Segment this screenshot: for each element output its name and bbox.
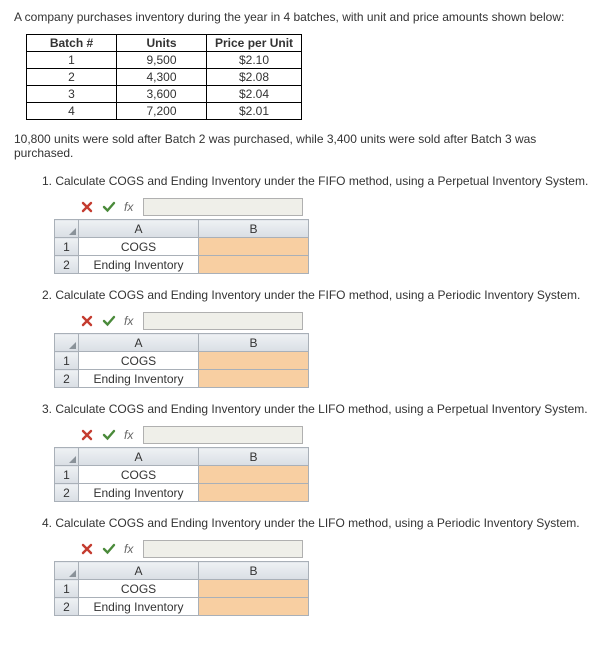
cell-b1[interactable] — [199, 352, 309, 370]
select-all-corner[interactable] — [55, 448, 79, 466]
batch-cell: 3 — [27, 86, 117, 103]
after-text: 10,800 units were sold after Batch 2 was… — [14, 132, 589, 160]
spreadsheet-4: fx A B 1 COGS 2 Ending Inventory — [54, 540, 589, 616]
row-header-1[interactable]: 1 — [55, 238, 79, 256]
row-header-2[interactable]: 2 — [55, 256, 79, 274]
col-header-a[interactable]: A — [79, 448, 199, 466]
cell-a2[interactable]: Ending Inventory — [79, 484, 199, 502]
row-header-2[interactable]: 2 — [55, 484, 79, 502]
batch-cell: 3,600 — [117, 86, 207, 103]
cell-b1[interactable] — [199, 466, 309, 484]
formula-input[interactable] — [143, 426, 303, 444]
confirm-icon[interactable] — [100, 199, 118, 215]
spreadsheet-grid[interactable]: A B 1 COGS 2 Ending Inventory — [54, 447, 309, 502]
fx-label: fx — [122, 428, 135, 442]
batch-cell: $2.04 — [207, 86, 302, 103]
cell-a1[interactable]: COGS — [79, 466, 199, 484]
batch-th-2: Price per Unit — [207, 35, 302, 52]
batch-th-1: Units — [117, 35, 207, 52]
spreadsheet-grid[interactable]: A B 1 COGS 2 Ending Inventory — [54, 333, 309, 388]
cell-b1[interactable] — [199, 580, 309, 598]
batch-cell: $2.01 — [207, 103, 302, 120]
batch-cell: 2 — [27, 69, 117, 86]
select-all-corner[interactable] — [55, 220, 79, 238]
question-3-text: 3. Calculate COGS and Ending Inventory u… — [42, 402, 589, 416]
fx-label: fx — [122, 200, 135, 214]
row-header-2[interactable]: 2 — [55, 370, 79, 388]
cell-a2[interactable]: Ending Inventory — [79, 598, 199, 616]
spreadsheet-grid[interactable]: A B 1 COGS 2 Ending Inventory — [54, 561, 309, 616]
batch-cell: 7,200 — [117, 103, 207, 120]
confirm-icon[interactable] — [100, 313, 118, 329]
cell-a1[interactable]: COGS — [79, 580, 199, 598]
question-2-text: 2. Calculate COGS and Ending Inventory u… — [42, 288, 589, 302]
batch-cell: 4,300 — [117, 69, 207, 86]
cell-b2[interactable] — [199, 484, 309, 502]
cancel-icon[interactable] — [78, 313, 96, 329]
col-header-a[interactable]: A — [79, 334, 199, 352]
fx-label: fx — [122, 542, 135, 556]
spreadsheet-3: fx A B 1 COGS 2 Ending Inventory — [54, 426, 589, 502]
batch-cell: 1 — [27, 52, 117, 69]
col-header-b[interactable]: B — [199, 562, 309, 580]
cancel-icon[interactable] — [78, 199, 96, 215]
select-all-corner[interactable] — [55, 334, 79, 352]
cell-b1[interactable] — [199, 238, 309, 256]
batch-table: Batch # Units Price per Unit 19,500$2.10… — [26, 34, 302, 120]
cell-b2[interactable] — [199, 598, 309, 616]
select-all-corner[interactable] — [55, 562, 79, 580]
row-header-1[interactable]: 1 — [55, 466, 79, 484]
spreadsheet-2: fx A B 1 COGS 2 Ending Inventory — [54, 312, 589, 388]
batch-cell: $2.08 — [207, 69, 302, 86]
confirm-icon[interactable] — [100, 541, 118, 557]
cell-b2[interactable] — [199, 256, 309, 274]
cancel-icon[interactable] — [78, 427, 96, 443]
cell-a1[interactable]: COGS — [79, 352, 199, 370]
batch-cell: 9,500 — [117, 52, 207, 69]
col-header-b[interactable]: B — [199, 334, 309, 352]
formula-input[interactable] — [143, 198, 303, 216]
spreadsheet-grid[interactable]: A B 1 COGS 2 Ending Inventory — [54, 219, 309, 274]
spreadsheet-1: fx A B 1 COGS 2 Ending Inventory — [54, 198, 589, 274]
batch-cell: 4 — [27, 103, 117, 120]
cell-b2[interactable] — [199, 370, 309, 388]
question-4-text: 4. Calculate COGS and Ending Inventory u… — [42, 516, 589, 530]
col-header-a[interactable]: A — [79, 562, 199, 580]
row-header-2[interactable]: 2 — [55, 598, 79, 616]
intro-text: A company purchases inventory during the… — [14, 10, 589, 24]
question-1-text: 1. Calculate COGS and Ending Inventory u… — [42, 174, 589, 188]
cell-a2[interactable]: Ending Inventory — [79, 370, 199, 388]
cancel-icon[interactable] — [78, 541, 96, 557]
col-header-a[interactable]: A — [79, 220, 199, 238]
cell-a2[interactable]: Ending Inventory — [79, 256, 199, 274]
batch-th-0: Batch # — [27, 35, 117, 52]
formula-input[interactable] — [143, 540, 303, 558]
cell-a1[interactable]: COGS — [79, 238, 199, 256]
row-header-1[interactable]: 1 — [55, 352, 79, 370]
batch-cell: $2.10 — [207, 52, 302, 69]
formula-input[interactable] — [143, 312, 303, 330]
confirm-icon[interactable] — [100, 427, 118, 443]
fx-label: fx — [122, 314, 135, 328]
row-header-1[interactable]: 1 — [55, 580, 79, 598]
col-header-b[interactable]: B — [199, 220, 309, 238]
col-header-b[interactable]: B — [199, 448, 309, 466]
